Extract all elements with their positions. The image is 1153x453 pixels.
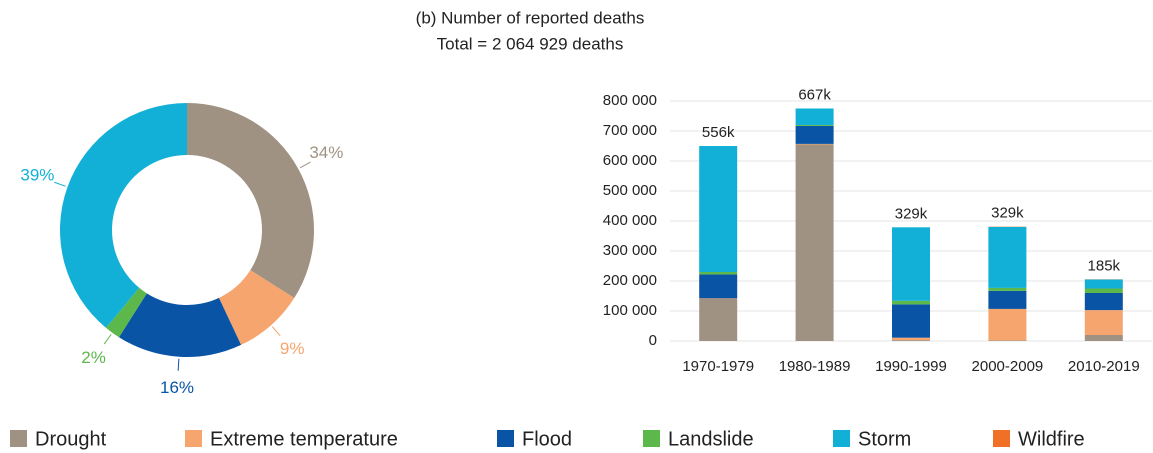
bar-segment [1084,279,1123,289]
leader-line [177,358,180,371]
donut-slice [59,103,187,328]
x-tick-label: 2010-2019 [1068,358,1140,375]
bar-segment [795,125,834,126]
bar-segment [988,340,1027,341]
total-label: 329k [895,205,928,222]
bar-segment [1084,310,1123,335]
donut-slice [218,270,295,345]
bar-segment [1084,293,1123,311]
y-tick-label: 800 000 [603,92,657,109]
x-tick-label: 2000-2009 [972,358,1044,375]
x-tick-label: 1970-1979 [682,358,754,375]
bar-segment [892,227,930,301]
slice-label: 16% [160,378,194,397]
bar-segment [795,143,834,145]
bar-segment [1084,288,1123,293]
bar-segment [892,304,930,338]
total-label: 556k [702,124,735,141]
slice-label: 9% [280,339,305,358]
donut-slice [118,293,242,357]
total-label: 667k [798,86,831,103]
legend-label: Flood [522,428,572,450]
donut-slice [106,287,147,338]
total-label: 329k [991,205,1024,222]
bar-segment [988,290,1027,309]
legend-swatch [993,430,1010,447]
donut-slice [187,103,314,299]
chart-subtitle: Total = 2 064 929 deaths [437,34,624,53]
legend-swatch [10,430,27,447]
bar-segment [795,125,834,144]
bar-segment [699,298,738,299]
bar-segment [1084,335,1123,341]
legend-swatch [185,430,202,447]
bar-segment [988,227,1027,288]
y-tick-label: 400 000 [603,212,657,229]
bar-segment [699,274,738,299]
bar-segment [795,144,834,341]
legend-label: Drought [35,428,107,450]
y-tick-label: 200 000 [603,272,657,289]
bar-segment [699,272,738,275]
legend-label: Wildfire [1018,428,1085,450]
y-tick-label: 500 000 [603,182,657,199]
bar-segment [795,108,834,125]
legend-swatch [497,430,514,447]
legend-label: Landslide [668,428,754,450]
bar-segment [988,308,1027,341]
chart-title: (b) Number of reported deaths [416,8,645,27]
bar-segment [892,300,930,305]
total-label: 185k [1088,257,1121,274]
leader-line [299,161,311,169]
leader-line [103,334,112,345]
leader-line [271,326,281,337]
bar-segment [892,340,930,341]
y-tick-label: 300 000 [603,242,657,259]
bar-segment [988,287,1027,291]
legend-label: Storm [858,428,911,450]
x-tick-label: 1980-1989 [779,358,851,375]
legend-label: Extreme temperature [210,428,398,450]
leader-line [54,181,66,187]
slice-label: 2% [81,348,106,367]
slice-label: 34% [309,143,343,162]
bar-segment [699,146,738,272]
y-tick-label: 0 [649,332,657,349]
legend-swatch [833,430,850,447]
y-tick-label: 700 000 [603,122,657,139]
bar-segment [892,337,930,341]
y-tick-label: 100 000 [603,302,657,319]
bar-segment [699,299,738,341]
x-tick-label: 1990-1999 [875,358,947,375]
y-tick-label: 600 000 [603,152,657,169]
legend-swatch [643,430,660,447]
slice-label: 39% [20,166,54,185]
